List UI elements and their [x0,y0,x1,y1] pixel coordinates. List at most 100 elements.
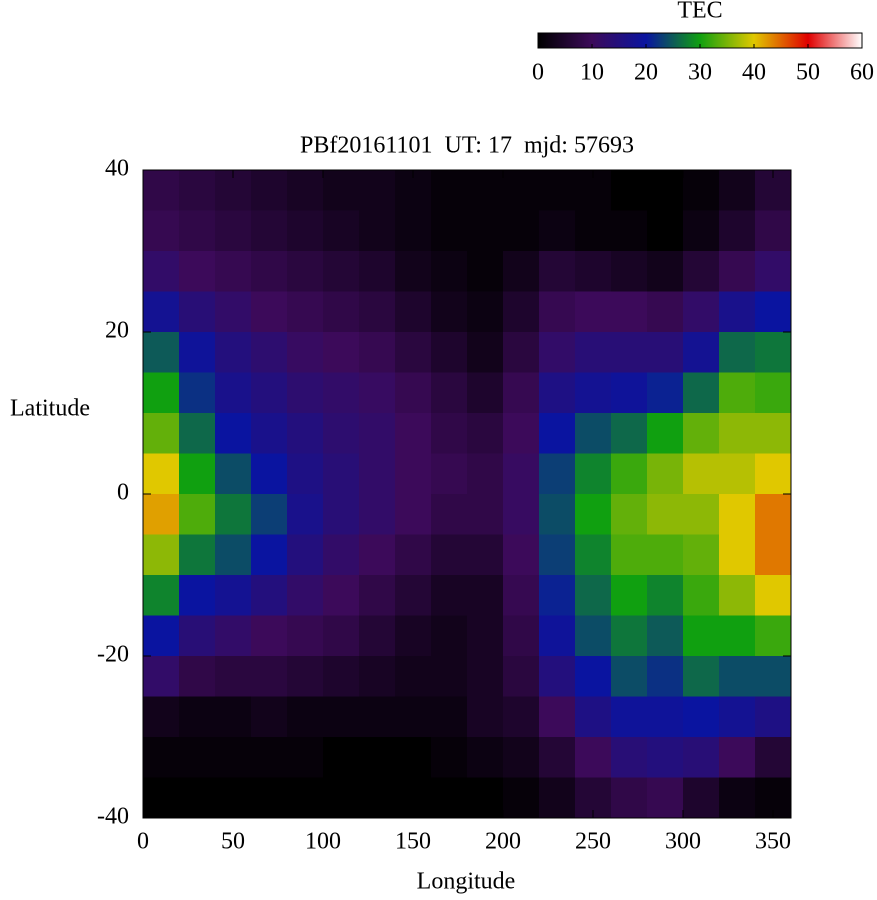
heat-cell [647,575,684,616]
heat-cell [503,251,540,292]
heat-cell [143,534,180,576]
heat-cell [611,494,648,535]
heat-cell [755,656,792,697]
heat-cell [287,291,324,333]
heat-cell [647,615,684,657]
colorbar-title: TEC [677,0,722,24]
heat-cell [287,696,324,738]
heat-cell [683,291,720,333]
heat-cell [467,413,504,454]
heat-cell [683,372,720,414]
heat-cell [683,170,720,211]
heat-cell [179,737,216,778]
heat-cell [359,696,396,738]
heat-cell [323,413,360,454]
heat-cell [539,413,576,454]
heat-cell [395,696,432,738]
heat-cell [539,210,576,252]
heat-cell [755,210,792,252]
heat-cell [683,737,720,778]
heat-cell [395,251,432,292]
heat-cell [287,251,324,292]
heat-cell [647,777,684,819]
y-tick-label: 40 [105,156,129,182]
heat-cell [251,291,288,333]
heat-cell [755,291,792,333]
heat-cell [611,210,648,252]
heat-cell [323,453,360,495]
heat-cell [467,210,504,252]
heat-cell [503,615,540,657]
heat-cell [575,534,612,576]
x-tick-label: 200 [485,829,521,855]
heat-cell [251,615,288,657]
heat-cell [179,494,216,535]
heat-cell [395,534,432,576]
heat-cell [143,372,180,414]
heat-cell [179,575,216,616]
heat-cell [575,615,612,657]
heat-cell [755,494,792,535]
heat-cell [287,332,324,373]
heat-cell [539,656,576,697]
heat-cell [575,372,612,414]
heat-cell [215,372,252,414]
heat-cell [719,737,756,778]
heat-cell [179,696,216,738]
heat-cell [251,372,288,414]
heat-cell [503,494,540,535]
y-axis-label: Latitude [10,396,90,422]
heat-cell [503,656,540,697]
colorbar-tick-label: 60 [850,60,874,86]
heat-cell [611,291,648,333]
heat-cell [719,615,756,657]
x-tick-label: 50 [221,829,245,855]
heat-cell [683,453,720,495]
heat-cell [323,696,360,738]
heat-cell [503,777,540,819]
heat-cell [143,737,180,778]
heat-cell [683,534,720,576]
heat-cell [467,453,504,495]
heat-cell [323,737,360,778]
heat-cell [143,170,180,211]
heat-cell [215,615,252,657]
heat-cell [647,210,684,252]
heat-cell [143,413,180,454]
heat-cell [683,615,720,657]
heat-cell [359,291,396,333]
heat-cell [719,413,756,454]
heat-cell [359,615,396,657]
heat-cell [395,494,432,535]
heat-cell [503,696,540,738]
heat-cell [179,656,216,697]
chart-title: PBf20161101 UT: 17 mjd: 57693 [300,133,634,159]
heat-cell [611,372,648,414]
heat-cell [179,534,216,576]
heat-cell [539,372,576,414]
heat-cell [755,696,792,738]
heat-cell [395,291,432,333]
heat-cell [467,332,504,373]
heat-cell [683,210,720,252]
heat-cell [539,494,576,535]
heat-cell [611,656,648,697]
heat-cell [719,453,756,495]
heat-cell [755,534,792,576]
heat-cell [251,534,288,576]
heat-cell [251,332,288,373]
heat-cell [611,170,648,211]
heat-cell [359,251,396,292]
y-tick-label: -20 [97,642,129,668]
heat-cell [719,777,756,819]
heat-cell [143,251,180,292]
heat-cell [611,413,648,454]
heat-cell [251,251,288,292]
heat-cell [647,413,684,454]
heat-cell [143,575,180,616]
heat-cell [431,170,468,211]
heat-cell [467,575,504,616]
heat-cell [431,656,468,697]
heat-cell [683,575,720,616]
